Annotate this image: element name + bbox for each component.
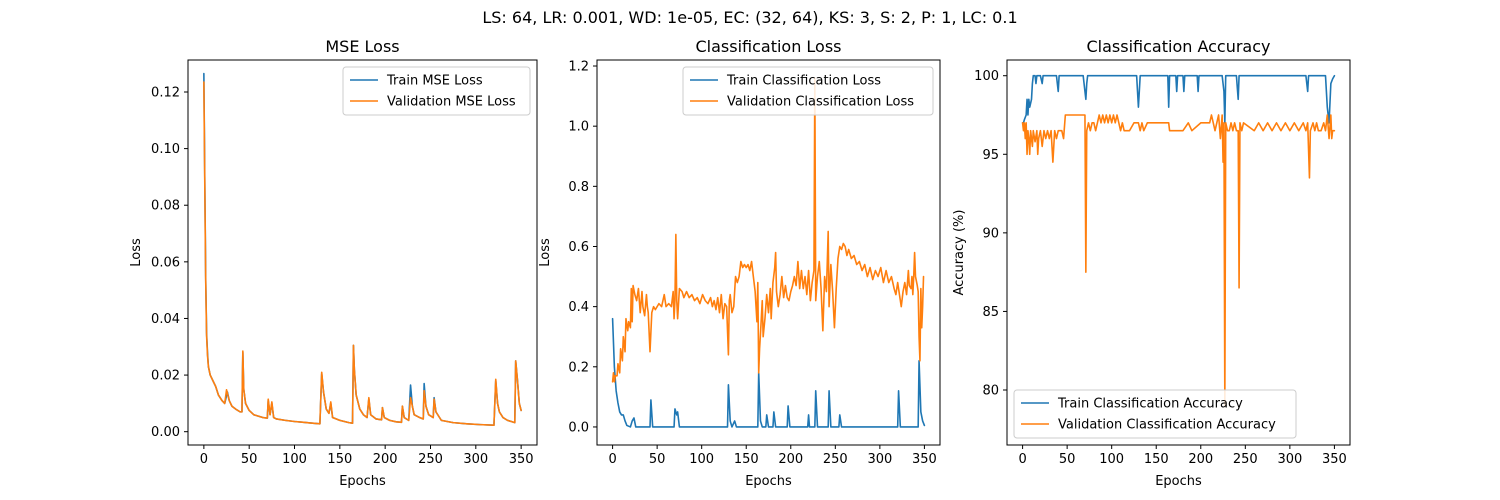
y-tick-label: 95 [982, 148, 999, 163]
x-tick-label: 250 [418, 452, 443, 467]
y-tick-label: 0.00 [151, 425, 180, 440]
legend-box [682, 66, 934, 116]
x-axis-label: Epochs [1155, 474, 1202, 489]
plot-frame [187, 59, 538, 446]
plot-frame [1006, 59, 1351, 446]
x-tick-label: 0 [608, 452, 616, 467]
x-tick-label: 350 [912, 452, 937, 467]
series-line-validation-classification-accuracy [1021, 114, 1336, 407]
x-tick-label: 300 [1277, 452, 1302, 467]
y-axis-label: Loss [538, 238, 553, 267]
y-tick-label: 1.0 [568, 120, 589, 135]
x-axis-label: Epochs [339, 474, 386, 489]
x-tick-label: 200 [373, 452, 398, 467]
x-tick-label: 300 [463, 452, 488, 467]
x-tick-label: 350 [1322, 452, 1347, 467]
x-tick-label: 50 [241, 452, 258, 467]
x-tick-label: 300 [867, 452, 892, 467]
legend: Train MSE Loss Validation MSE Loss [342, 66, 531, 116]
panel-mse-loss: 0 50 100 150 200 250 300 350 0.00 0.02 0.04 0.06 0.0… [129, 37, 538, 489]
y-tick-label: 0.2 [568, 360, 589, 375]
x-tick-label: 50 [649, 452, 666, 467]
series-line-validation-classification-loss [611, 77, 925, 383]
x-tick-label: 100 [689, 452, 714, 467]
x-tick-label: 150 [1144, 452, 1169, 467]
series-line-validation-mse-loss [203, 81, 522, 426]
plot-frame [596, 59, 941, 446]
y-axis-label: Loss [129, 238, 144, 267]
y-tick-label: 0.02 [151, 369, 180, 384]
legend-box [1013, 389, 1297, 439]
panel-classification-accuracy: 0 50 100 150 200 250 300 350 80 85 90 95 100 Classifi… [952, 37, 1351, 489]
legend-label-train-classification-accuracy: Train Classification Accuracy [1057, 397, 1243, 412]
y-tick-label: 1.2 [568, 60, 589, 75]
x-tick-label: 350 [509, 452, 534, 467]
x-tick-label: 50 [1059, 452, 1076, 467]
y-tick-label: 0.06 [151, 255, 180, 270]
x-tick-label: 150 [734, 452, 759, 467]
y-tick-label: 0.10 [151, 142, 180, 157]
y-tick-label: 80 [982, 384, 999, 399]
legend-box [342, 66, 531, 116]
legend-label-train-classification-loss: Train Classification Loss [726, 74, 881, 89]
y-tick-label: 100 [974, 69, 999, 84]
y-tick-label: 0.6 [568, 240, 589, 255]
y-axis-label: Accuracy (%) [952, 210, 967, 296]
panel-title: MSE Loss [325, 37, 399, 56]
series-line-train-classification-accuracy [1021, 74, 1336, 124]
legend-label-validation-classification-loss: Validation Classification Loss [727, 95, 914, 110]
legend-label-validation-mse-loss: Validation MSE Loss [387, 95, 516, 110]
panel-title: Classification Loss [695, 37, 841, 56]
legend: Train Classification Loss Validation Clas… [682, 66, 934, 116]
x-tick-label: 150 [327, 452, 352, 467]
legend-label-validation-classification-accuracy: Validation Classification Accuracy [1058, 418, 1276, 433]
x-tick-label: 0 [200, 452, 208, 467]
y-tick-label: 0.0 [568, 420, 589, 435]
legend-label-train-mse-loss: Train MSE Loss [386, 74, 483, 89]
x-tick-label: 100 [1099, 452, 1124, 467]
legend: Train Classification Accuracy Validation … [1013, 389, 1297, 439]
x-tick-label: 250 [1233, 452, 1258, 467]
y-tick-label: 0.8 [568, 180, 589, 195]
x-tick-label: 100 [282, 452, 307, 467]
figure-suptitle: LS: 64, LR: 0.001, WD: 1e-05, EC: (32, 6… [482, 8, 1017, 27]
y-tick-label: 0.04 [151, 312, 180, 327]
x-tick-label: 200 [1188, 452, 1213, 467]
series-line-train-classification-loss [611, 317, 926, 428]
y-tick-label: 90 [982, 226, 999, 241]
y-tick-label: 0.12 [151, 85, 180, 100]
y-tick-label: 85 [982, 305, 999, 320]
panel-title: Classification Accuracy [1087, 37, 1271, 56]
x-tick-label: 0 [1018, 452, 1026, 467]
panel-classification-loss: 0 50 100 150 200 250 300 350 0.0 0.2 0.4 0.6 0.8 1.0 1… [538, 37, 941, 489]
x-tick-label: 250 [823, 452, 848, 467]
x-tick-label: 200 [778, 452, 803, 467]
y-tick-label: 0.4 [568, 300, 589, 315]
y-tick-label: 0.08 [151, 199, 180, 214]
x-axis-label: Epochs [745, 474, 792, 489]
